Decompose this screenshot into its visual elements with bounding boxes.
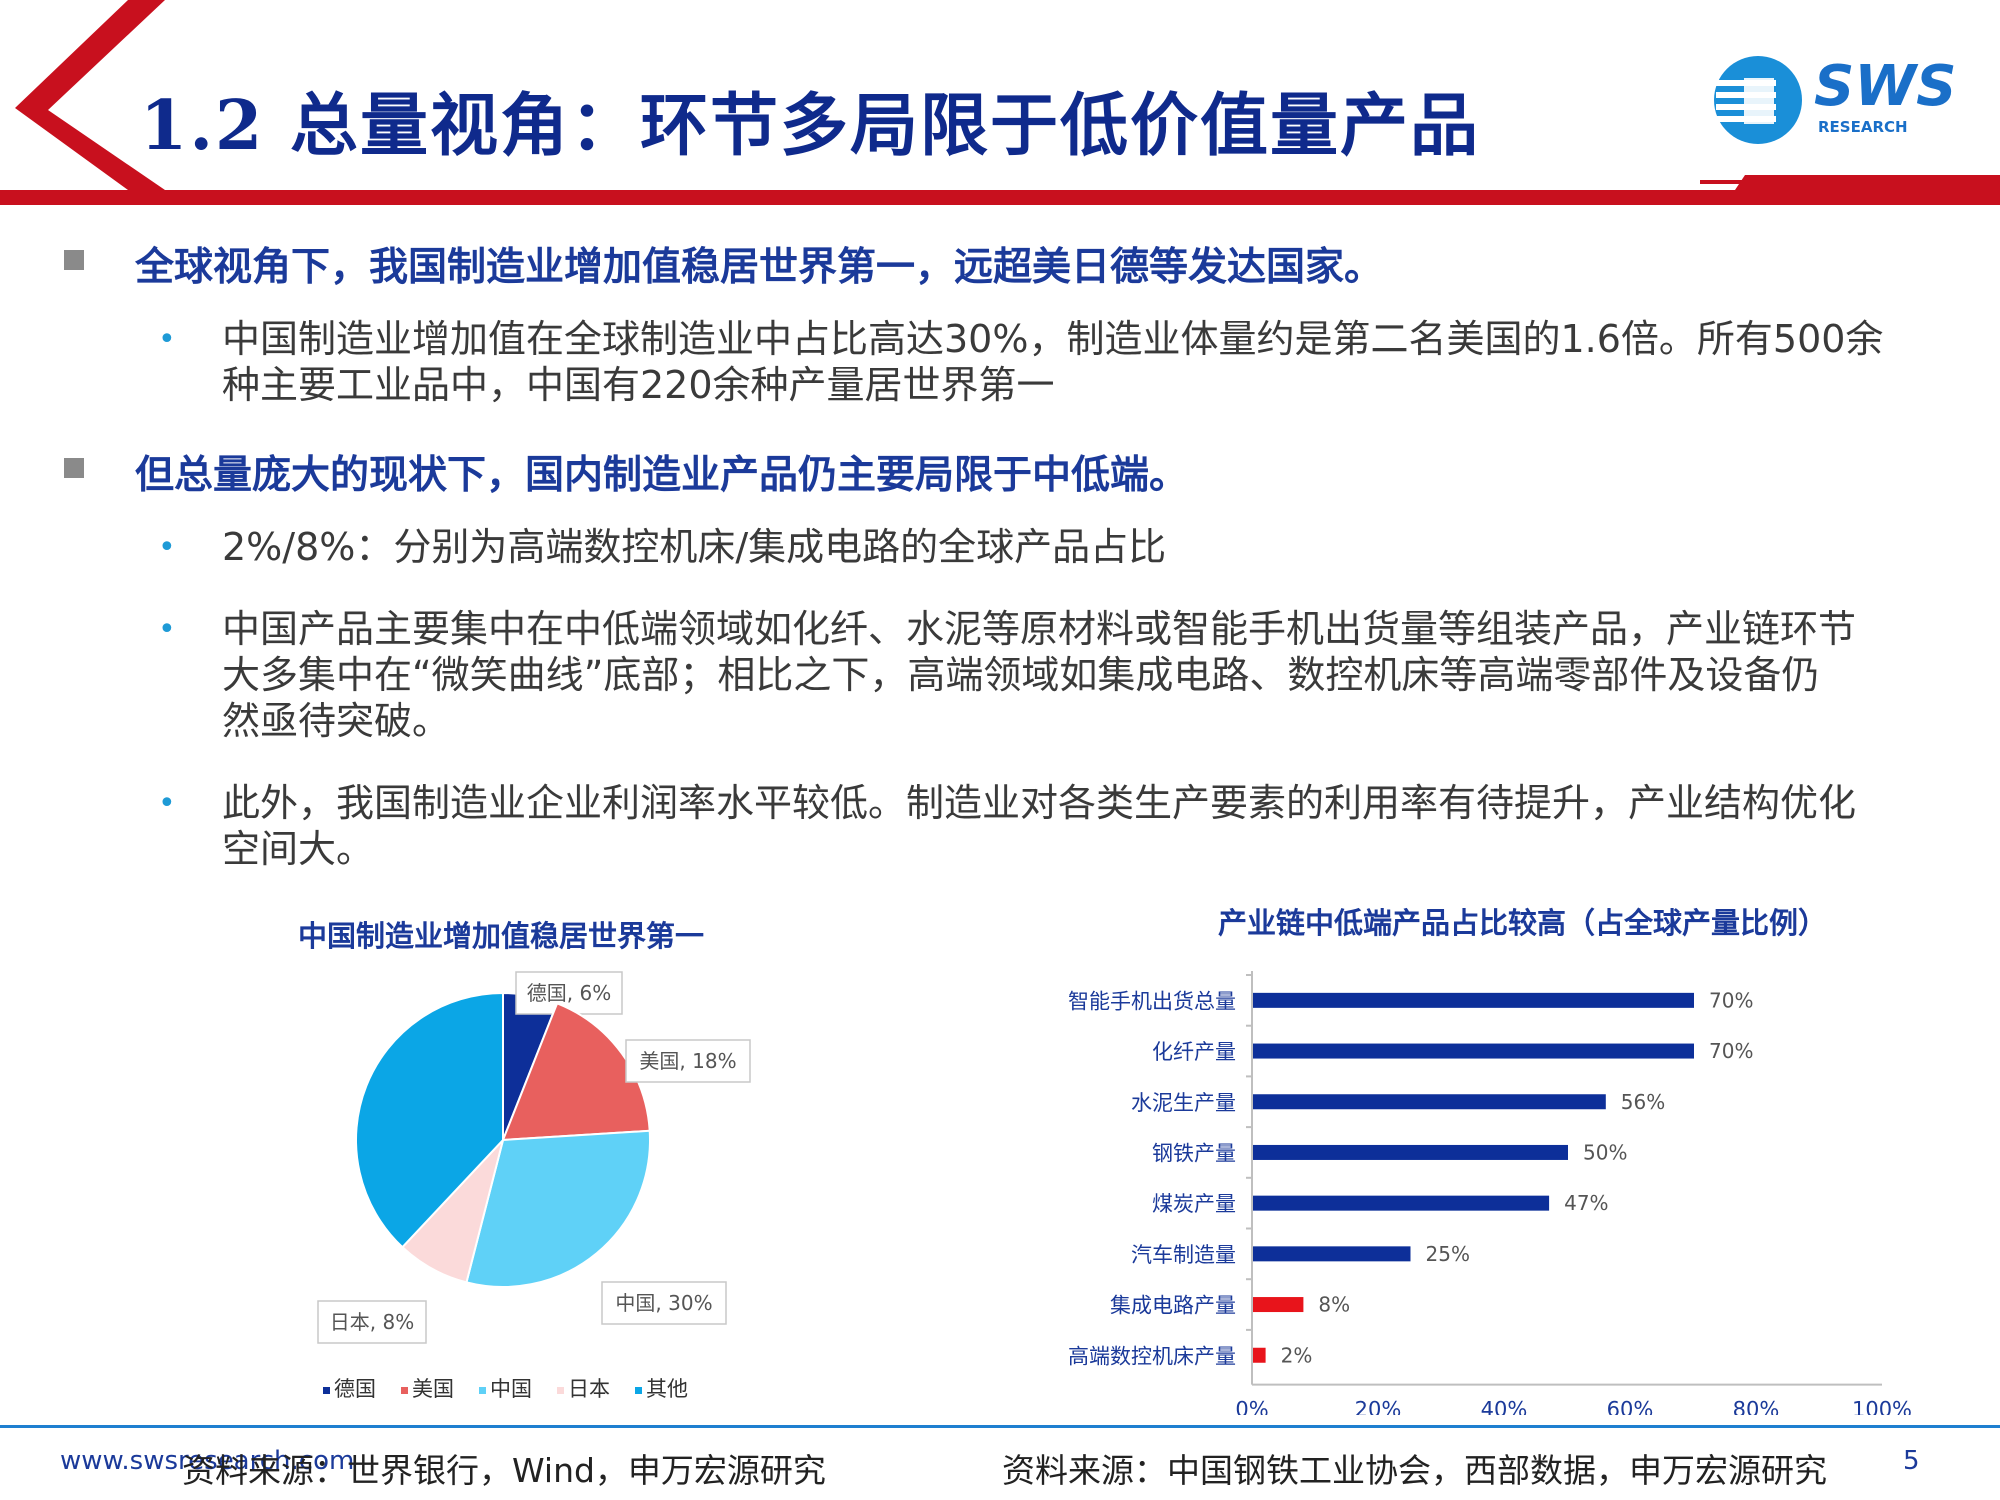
pie-legend: 德国 美国 中国 日本 其他 — [323, 1377, 688, 1401]
svg-text:日本, 8%: 日本, 8% — [330, 1310, 414, 1334]
svg-text:中国, 30%: 中国, 30% — [615, 1291, 712, 1315]
paragraph-1: 中国制造业增加值在全球制造业中占比高达30%，制造业体量约是第二名美国的1.6倍… — [222, 316, 1922, 408]
bullet-dot: • — [158, 322, 176, 357]
heading-1: 全球视角下，我国制造业增加值稳居世界第一，远超美日德等发达国家。 — [135, 245, 1384, 290]
header-decoration — [0, 0, 2000, 205]
legend-swatch — [401, 1387, 408, 1394]
value-label: 25% — [1426, 1242, 1470, 1266]
logo-main-text: SWS — [1814, 54, 1957, 119]
website-link[interactable]: www.swsresearch.com — [60, 1446, 355, 1476]
paragraph-line: 中国制造业增加值在全球制造业中占比高达30%，制造业体量约是第二名美国的1.6倍… — [222, 317, 1884, 361]
bar — [1253, 1094, 1606, 1110]
category-label: 智能手机出货总量 — [1068, 989, 1236, 1013]
value-label: 70% — [1709, 988, 1753, 1012]
value-label: 2% — [1281, 1343, 1313, 1367]
bullet-square — [64, 458, 84, 478]
x-tick-label: 60% — [1607, 1398, 1654, 1415]
bar — [1253, 1347, 1266, 1363]
bar-chart-title: 产业链中低端产品占比较高（占全球产量比例） — [1218, 906, 1828, 940]
paragraph-line: 种主要工业品中，中国有220余种产量居世界第一 — [222, 363, 1055, 407]
bar — [1253, 1043, 1694, 1059]
bar-chart: 智能手机出货总量 70% 化纤产量 70% 水泥生产量 56% 钢铁产量 50% 煤炭产量 47%… — [1068, 971, 1912, 1415]
category-label: 水泥生产量 — [1131, 1091, 1236, 1115]
paragraph-line: 然亟待突破。 — [222, 699, 451, 743]
x-tick-label: 100% — [1852, 1398, 1912, 1415]
category-label: 汽车制造量 — [1131, 1243, 1236, 1267]
legend-swatch — [557, 1387, 564, 1394]
legend-swatch — [635, 1387, 642, 1394]
category-label: 高端数控机床产量 — [1068, 1344, 1236, 1368]
bullet-square — [64, 250, 84, 270]
source-left: 资料来源：世界银行，Wind，申万宏源研究 — [182, 1451, 826, 1490]
category-label: 钢铁产量 — [1152, 1141, 1236, 1165]
svg-text:美国, 18%: 美国, 18% — [639, 1049, 736, 1073]
bar — [1253, 1297, 1304, 1313]
category-label: 集成电路产量 — [1110, 1294, 1236, 1318]
pie-label: 美国, 18% — [625, 1039, 751, 1083]
pie-label: 日本, 8% — [317, 1300, 427, 1344]
logo-sub-text: RESEARCH — [1818, 118, 1908, 136]
bullet-dot: • — [158, 530, 176, 565]
legend-label: 其他 — [646, 1377, 688, 1401]
legend-swatch — [323, 1387, 330, 1394]
x-tick-label: 20% — [1355, 1398, 1402, 1415]
value-label: 50% — [1583, 1140, 1627, 1164]
bullet-dot: • — [158, 786, 176, 821]
svg-text:德国, 6%: 德国, 6% — [527, 981, 611, 1005]
x-tick-label: 0% — [1235, 1398, 1268, 1415]
legend-label: 德国 — [334, 1377, 376, 1401]
pie-slice-其他 — [355, 991, 504, 1249]
legend-label: 中国 — [490, 1377, 532, 1401]
paragraph-line: 中国产品主要集中在中低端领域如化纤、水泥等原材料或智能手机出货量等组装产品，产业… — [222, 607, 1857, 651]
category-label: 化纤产量 — [1152, 1040, 1236, 1064]
value-label: 47% — [1564, 1191, 1608, 1215]
value-label: 70% — [1709, 1039, 1753, 1063]
pie-label: 中国, 30% — [601, 1281, 727, 1325]
paragraph-line: 此外，我国制造业企业利润率水平较低。制造业对各类生产要素的利用率有待提升，产业结… — [222, 781, 1857, 825]
paragraph-4: 此外，我国制造业企业利润率水平较低。制造业对各类生产要素的利用率有待提升，产业结… — [222, 780, 1942, 872]
paragraph-line: 2%/8%：分别为高端数控机床/集成电路的全球产品占比 — [222, 525, 1167, 569]
pie-chart: 德国, 6% 美国, 18% 中国, 30% 日本, 8% 德国 美国 中国 日本 其他 — [317, 971, 751, 1401]
paragraph-line: 大多集中在“微笑曲线”底部；相比之下，高端领域如集成电路、数控机床等高端零部件及… — [222, 653, 1820, 697]
value-label: 8% — [1318, 1293, 1350, 1317]
x-tick-label: 80% — [1733, 1398, 1780, 1415]
paragraph-line: 空间大。 — [222, 827, 375, 871]
paragraph-3: 中国产品主要集中在中低端领域如化纤、水泥等原材料或智能手机出货量等组装产品，产业… — [222, 606, 1942, 744]
bullet-dot: • — [158, 612, 176, 647]
legend-label: 美国 — [412, 1377, 454, 1401]
page-number: 5 — [1903, 1446, 1920, 1476]
slide-title: 1.2 总量视角：环节多局限于低价值量产品 — [140, 86, 1480, 166]
pie-slice-美国 — [501, 1002, 651, 1142]
logo-icon — [1714, 56, 1802, 144]
pie-slice-中国 — [465, 1129, 651, 1288]
source-right: 资料来源：中国钢铁工业协会，西部数据，申万宏源研究 — [1002, 1451, 1827, 1490]
bar — [1253, 1246, 1411, 1262]
sws-logo: SWS RESEARCH — [1710, 50, 1956, 150]
bar — [1253, 1195, 1550, 1211]
paragraph-2: 2%/8%：分别为高端数控机床/集成电路的全球产品占比 — [222, 524, 1922, 570]
category-label: 煤炭产量 — [1152, 1192, 1236, 1216]
pie-chart-title: 中国制造业增加值稳居世界第一 — [298, 919, 705, 953]
heading-2: 但总量庞大的现状下，国内制造业产品仍主要局限于中低端。 — [135, 453, 1189, 498]
bar — [1253, 992, 1694, 1008]
legend-label: 日本 — [568, 1377, 610, 1401]
legend-swatch — [479, 1387, 486, 1394]
x-tick-label: 40% — [1481, 1398, 1528, 1415]
value-label: 56% — [1621, 1090, 1665, 1114]
footer-rule — [0, 1425, 2000, 1428]
bar — [1253, 1144, 1568, 1160]
